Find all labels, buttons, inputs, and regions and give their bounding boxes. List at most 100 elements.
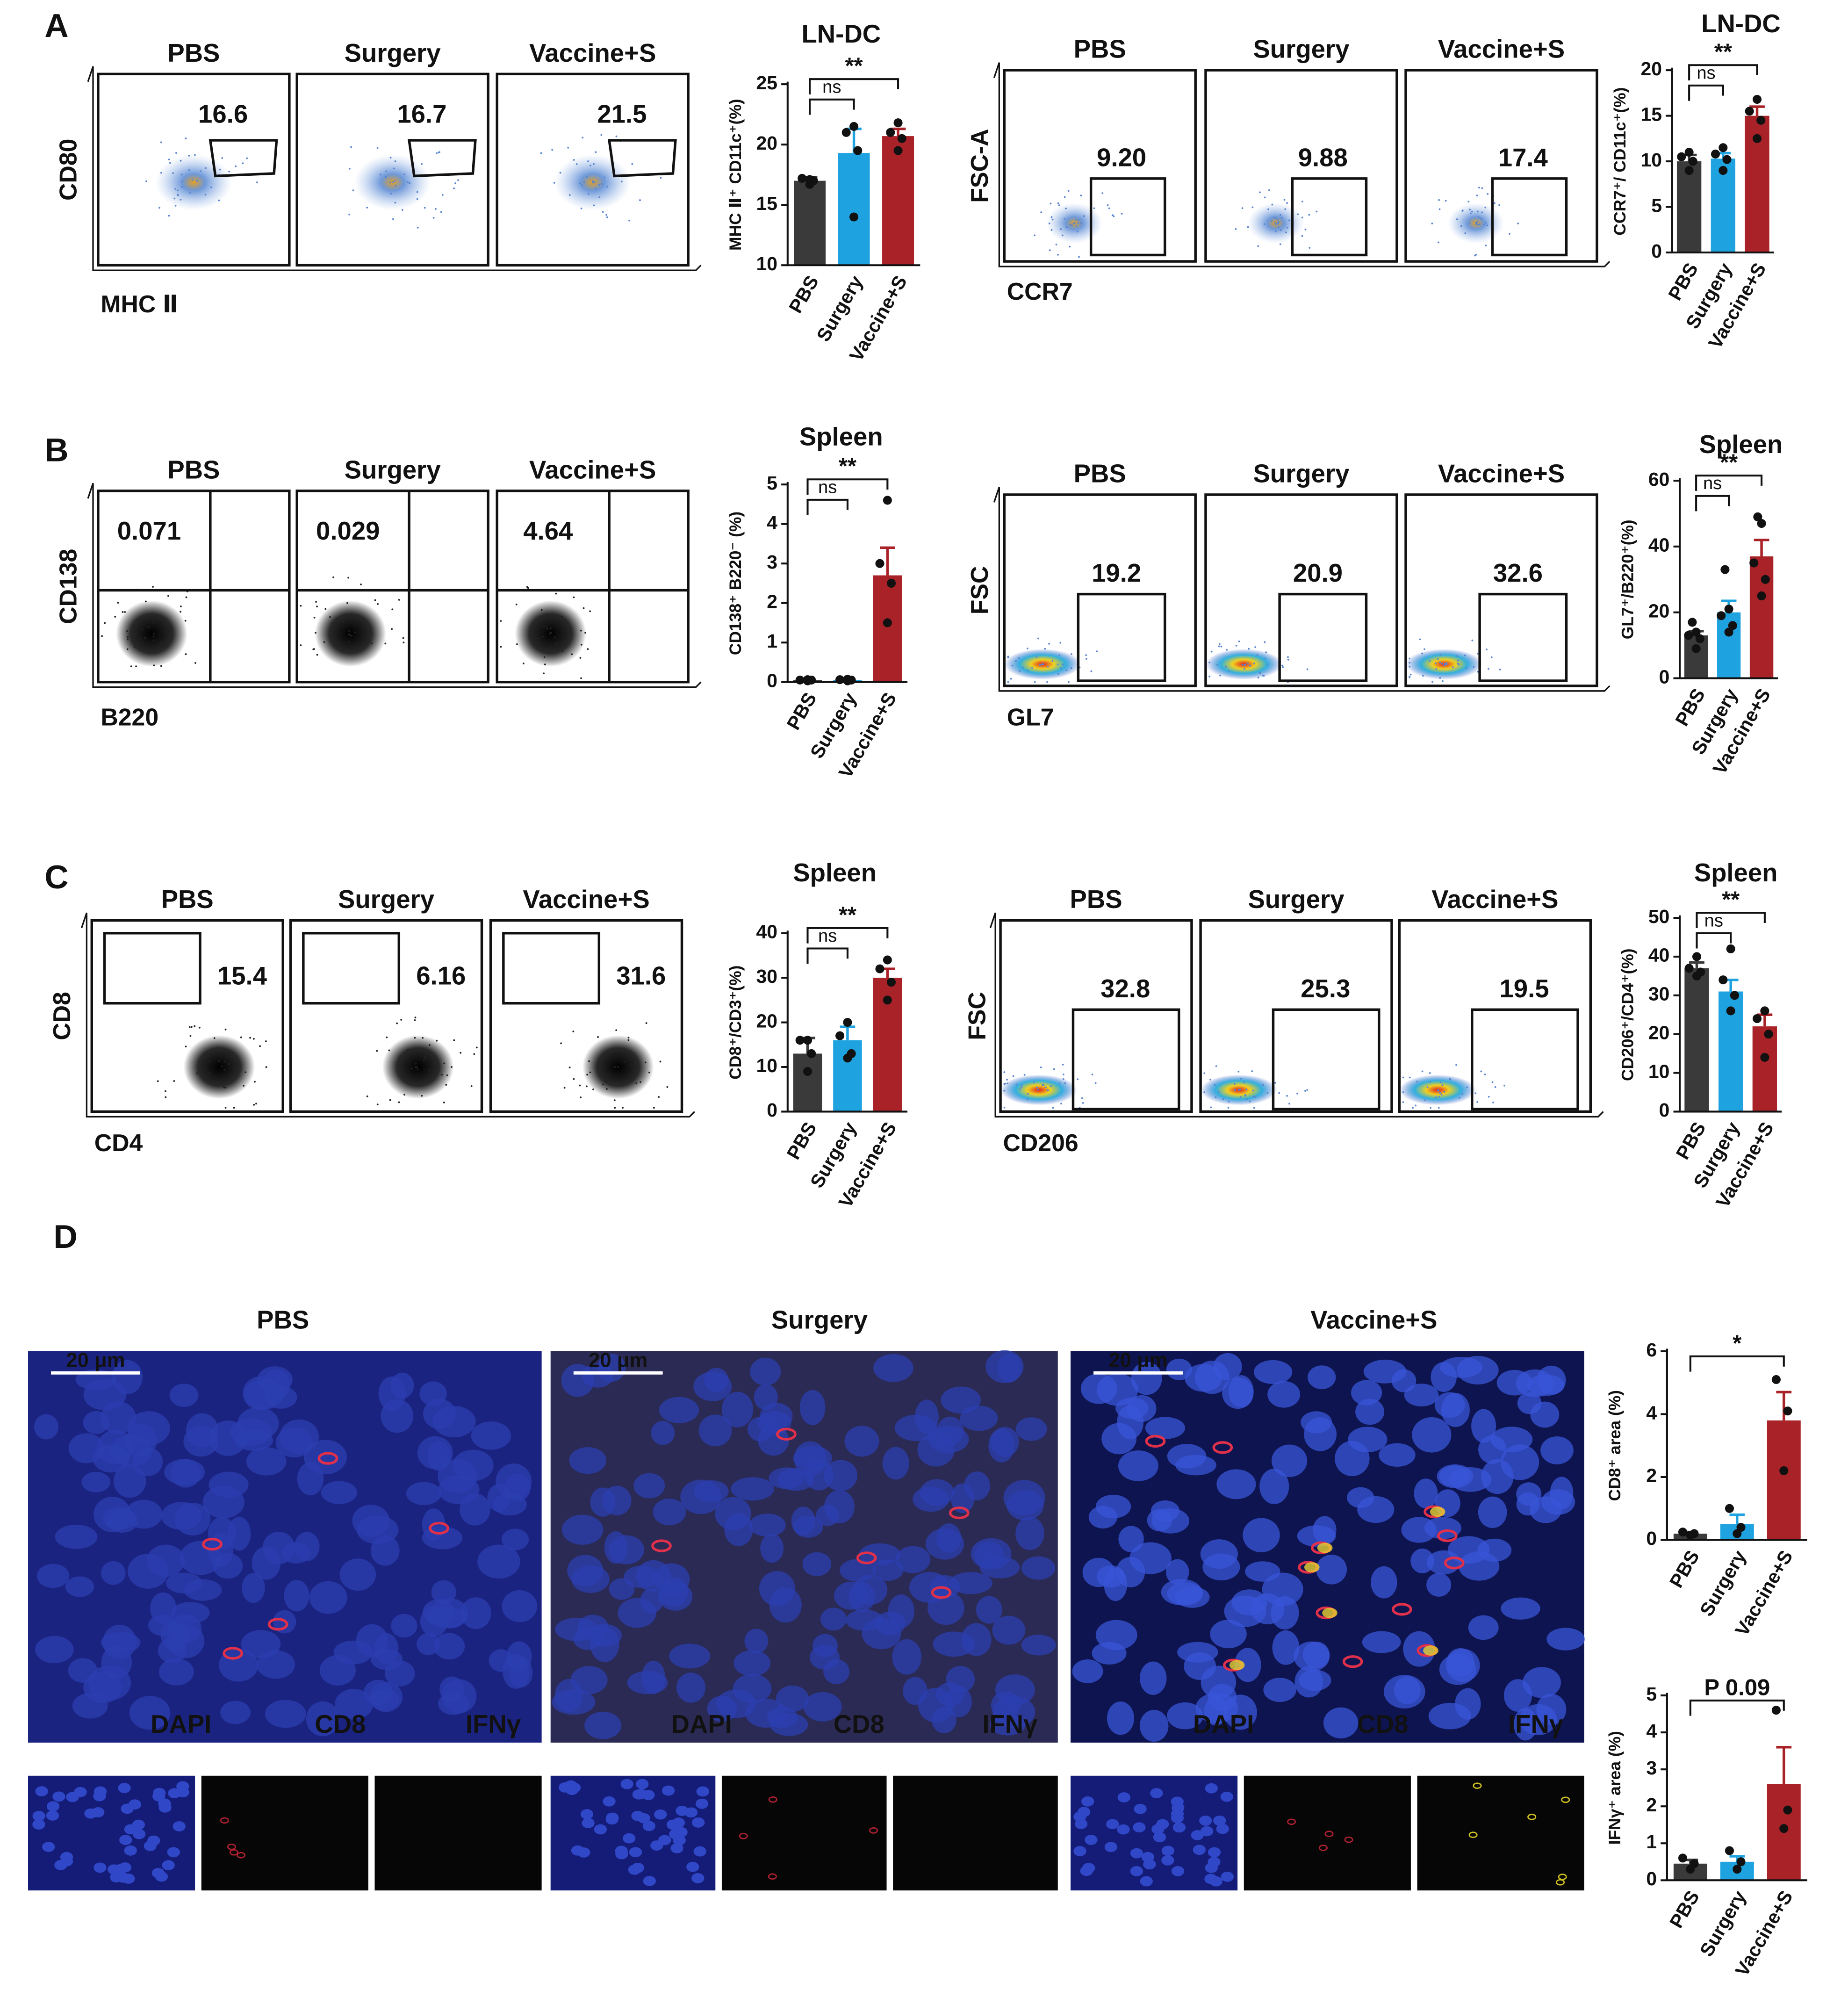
event-dot <box>254 1081 256 1083</box>
group-title: Vaccine+S <box>529 455 656 484</box>
data-point <box>886 578 896 588</box>
data-point <box>1696 967 1705 977</box>
thumbnail-signal <box>93 1791 106 1802</box>
nucleus <box>933 1631 975 1657</box>
y-tick-label: 25 <box>756 72 777 94</box>
group-title: Surgery <box>1253 35 1350 64</box>
thumbnail-signal <box>1561 1796 1570 1803</box>
data-point <box>886 128 895 137</box>
event-dot <box>1282 666 1284 668</box>
event-dot <box>185 1045 187 1048</box>
event-dot <box>1286 202 1288 204</box>
scale-bar-label: 20 μm <box>1108 1349 1167 1371</box>
event-dot <box>1466 1086 1468 1089</box>
nucleus <box>888 1594 914 1628</box>
event-dot <box>1217 1090 1220 1092</box>
thumbnail-signal <box>32 1811 45 1821</box>
nucleus <box>609 1578 635 1600</box>
data-point <box>1691 627 1701 637</box>
data-point <box>1757 591 1766 601</box>
nucleus <box>659 1577 689 1607</box>
nucleus <box>1096 1373 1138 1406</box>
significance-bracket <box>1696 912 1766 928</box>
nucleus <box>913 1486 949 1512</box>
nucleus <box>1455 1688 1481 1720</box>
nucleus <box>150 1592 176 1624</box>
event-dot <box>1015 660 1017 662</box>
thumbnail-signal <box>1324 1831 1334 1837</box>
event-dot <box>1483 223 1486 226</box>
event-dot <box>1012 1075 1014 1077</box>
thumbnail-signal <box>1556 1879 1565 1886</box>
event-dot <box>1080 195 1082 197</box>
event-dot <box>1049 249 1051 252</box>
event-dot <box>1043 1084 1045 1087</box>
thumbnail-signal <box>46 1810 59 1821</box>
event-dot <box>1494 1086 1496 1088</box>
significance-bracket <box>1695 475 1763 491</box>
event-dot <box>1060 1103 1062 1105</box>
event-dot <box>600 134 603 136</box>
thumbnail-signal <box>220 1817 229 1824</box>
thumbnail-signal <box>1205 1862 1218 1873</box>
thumbnail-signal <box>116 1872 129 1883</box>
thumbnail-signal <box>1140 1876 1153 1887</box>
event-dot <box>454 182 456 184</box>
significance-label: ** <box>839 454 857 479</box>
y-tick-label: 3 <box>1646 1757 1657 1779</box>
event-dot <box>173 1080 175 1082</box>
event-dot <box>172 172 174 174</box>
event-dot <box>1308 214 1310 216</box>
event-dot <box>1257 677 1259 679</box>
thumbnail-signal <box>1171 1866 1185 1876</box>
nucleus <box>128 1553 169 1589</box>
event-dot <box>615 135 618 137</box>
event-dot <box>216 1047 219 1049</box>
event-dot <box>259 1045 261 1047</box>
nucleus <box>946 1665 975 1693</box>
event-dot <box>1245 1098 1248 1101</box>
error-bar <box>1776 1391 1792 1420</box>
nucleus <box>489 1649 513 1672</box>
nucleus <box>1072 1659 1103 1683</box>
thumbnail-signal <box>1193 1845 1206 1855</box>
event-dot <box>177 194 179 196</box>
event-dot <box>1239 1096 1242 1098</box>
event-dot <box>579 657 582 659</box>
y-axis-label: CD206⁺/CD4⁺(%) <box>1618 948 1637 1081</box>
y-tick-label: 20 <box>756 132 777 154</box>
thumbnail-signal <box>1078 1807 1091 1817</box>
nucleus <box>931 1707 956 1733</box>
significance-label: ns <box>1704 910 1723 930</box>
event-dot <box>188 155 190 157</box>
event-dot <box>1421 1070 1424 1073</box>
event-dot <box>1246 663 1249 665</box>
event-dot <box>579 182 581 185</box>
event-dot <box>169 629 171 631</box>
nucleus <box>569 1447 607 1474</box>
event-dot <box>445 1084 447 1086</box>
event-dot <box>603 1073 605 1075</box>
nucleus <box>909 1571 950 1603</box>
event-dot <box>209 1060 211 1063</box>
axis-line <box>1679 915 1782 1113</box>
image-title: PBS <box>257 1306 309 1334</box>
y-tick-label: 10 <box>756 1055 777 1076</box>
thumbnail-signal <box>686 1861 699 1872</box>
event-dot <box>457 179 459 181</box>
nucleus <box>949 1572 992 1594</box>
data-point <box>1688 618 1697 627</box>
nucleus <box>471 1421 511 1450</box>
group-title: Vaccine+S <box>529 39 656 67</box>
event-dot <box>160 641 162 643</box>
nucleus <box>356 1624 388 1657</box>
event-dot <box>1280 216 1283 219</box>
thumbnail-signal <box>1130 1866 1143 1876</box>
event-dot <box>376 1103 379 1106</box>
nucleus <box>1516 1492 1540 1516</box>
event-dot <box>388 1049 390 1052</box>
event-dot <box>1409 665 1411 668</box>
event-dot <box>409 182 411 184</box>
event-dot <box>1077 1078 1079 1081</box>
event-dot <box>1439 661 1441 663</box>
